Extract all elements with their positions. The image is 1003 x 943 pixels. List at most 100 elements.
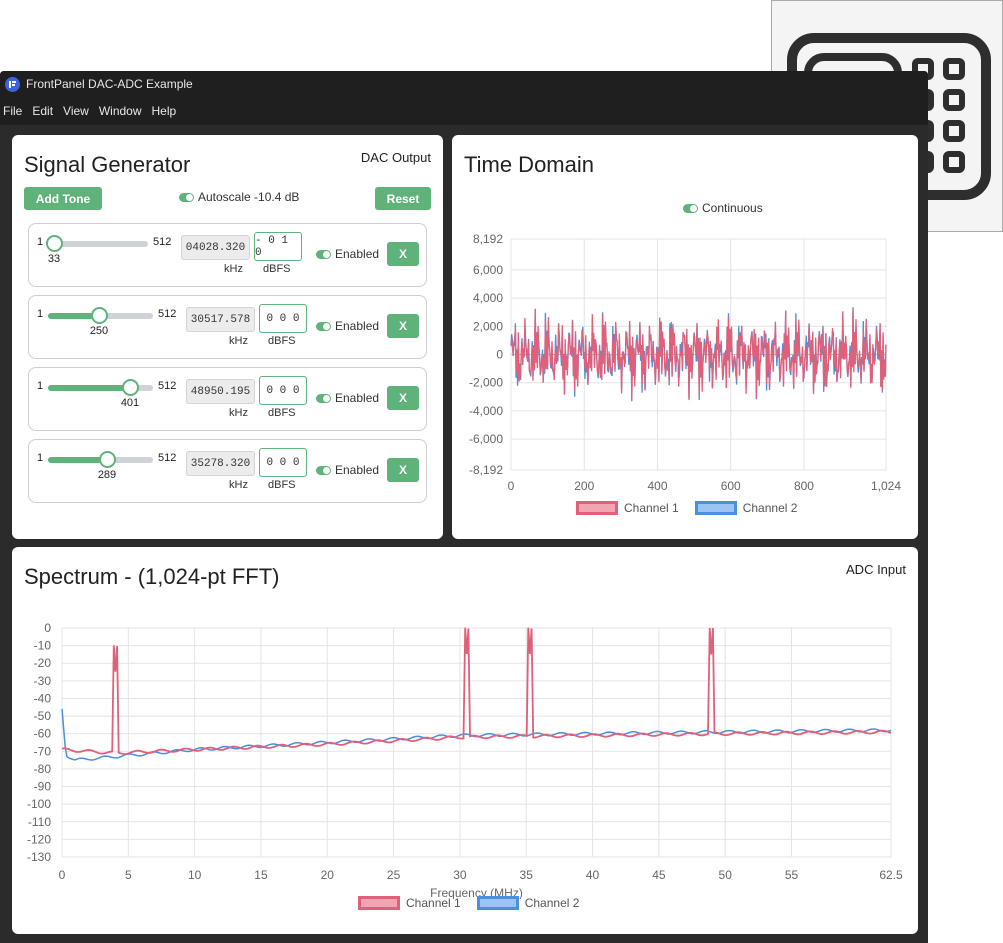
tone-slider-max: 512 <box>158 380 177 392</box>
y-tick-label: -30 <box>34 674 52 688</box>
y-tick-label: 8,192 <box>473 232 503 246</box>
legend-label-channel-2: Channel 2 <box>742 501 798 515</box>
tone-frequency-field[interactable]: 35278.320 <box>186 451 255 476</box>
legend-swatch-channel-1 <box>576 501 618 515</box>
tone-slider-thumb[interactable] <box>99 451 116 468</box>
y-tick-label: -100 <box>27 797 51 811</box>
y-tick-label: 2,000 <box>473 319 503 333</box>
y-tick-label: -70 <box>34 744 52 758</box>
tone-amplitude-input[interactable]: 0 0 0 <box>259 448 307 477</box>
tone-bin-value: 250 <box>89 325 109 337</box>
tone-enabled-toggle-group: Enabled <box>316 463 379 477</box>
tone-amplitude-unit: dBFS <box>268 479 296 491</box>
tone-bin-value: 289 <box>97 469 117 481</box>
menu-view[interactable]: View <box>63 104 89 118</box>
tone-remove-button[interactable]: X <box>387 242 419 266</box>
x-tick-label: 62.5 <box>879 868 903 882</box>
tone-bin-value: 33 <box>47 253 61 265</box>
time-domain-panel: Time Domain Continuous 8,192 6,000 4,000 2,… <box>452 135 918 539</box>
tone-enabled-toggle[interactable] <box>316 249 331 259</box>
menu-help[interactable]: Help <box>151 104 177 118</box>
tone-enabled-toggle-group: Enabled <box>316 247 379 261</box>
tone-enabled-toggle-group: Enabled <box>316 319 379 333</box>
tone-frequency-unit: kHz <box>229 407 248 419</box>
tone-row: 1 512 401 48950.195 kHz 0 0 0 dBFS Enabled X <box>28 367 427 431</box>
tone-row: 1 512 33 04028.320 kHz - 0 1 0 dBFS Enabled X <box>28 223 427 287</box>
x-tick-label: 10 <box>188 868 202 882</box>
x-tick-label: 25 <box>387 868 401 882</box>
tone-slider-thumb[interactable] <box>46 235 63 252</box>
y-tick-label: -60 <box>34 727 52 741</box>
menu-file[interactable]: File <box>3 104 23 118</box>
tone-bin-slider[interactable] <box>48 307 153 324</box>
tone-row: 1 512 289 35278.320 kHz 0 0 0 dBFS Enabled X <box>28 439 427 503</box>
y-tick-label: -90 <box>34 780 52 794</box>
y-tick-label: -4,000 <box>469 404 503 418</box>
y-tick-label: -40 <box>34 691 52 705</box>
spectrum-legend: Channel 1 Channel 2 <box>358 896 579 910</box>
x-tick-label: 20 <box>321 868 335 882</box>
menu-window[interactable]: Window <box>98 104 142 118</box>
adc-input-label: ADC Input <box>846 562 906 577</box>
autoscale-label: Autoscale -10.4 dB <box>198 190 300 204</box>
y-tick-label: 6,000 <box>473 263 503 277</box>
tone-slider-max: 512 <box>158 452 177 464</box>
title-bar: FrontPanel DAC-ADC Example <box>0 71 928 97</box>
series-line-channel-1 <box>510 308 887 401</box>
x-tick-label: 0 <box>59 868 66 882</box>
x-tick-label: 400 <box>647 479 667 493</box>
x-tick-label: 45 <box>652 868 666 882</box>
spectrum-panel: Spectrum - (1,024-pt FFT) ADC Input 0 -10… <box>12 547 918 934</box>
tone-amplitude-input[interactable]: 0 0 0 <box>259 376 307 405</box>
tone-enabled-label: Enabled <box>335 391 380 405</box>
tone-slider-fill <box>48 385 130 391</box>
x-tick-label: 800 <box>794 479 814 493</box>
tone-slider-thumb[interactable] <box>91 307 108 324</box>
tone-remove-button[interactable]: X <box>387 386 419 410</box>
tone-slider-thumb[interactable] <box>122 379 139 396</box>
tone-bin-slider[interactable] <box>48 451 153 468</box>
window-title: FrontPanel DAC-ADC Example <box>26 77 193 91</box>
tone-amplitude-input[interactable]: - 0 1 0 <box>254 232 302 261</box>
tone-enabled-toggle[interactable] <box>316 393 331 403</box>
x-tick-label: 40 <box>586 868 600 882</box>
reset-button[interactable]: Reset <box>375 187 431 210</box>
tone-slider-max: 512 <box>153 236 172 248</box>
add-tone-button[interactable]: Add Tone <box>24 187 102 210</box>
y-tick-label: -110 <box>28 815 51 829</box>
y-tick-label: -20 <box>34 656 52 670</box>
tone-bin-value: 401 <box>120 397 140 409</box>
autoscale-toggle[interactable] <box>179 192 194 202</box>
tone-bin-slider[interactable] <box>48 379 153 396</box>
spectrum-title: Spectrum - (1,024-pt FFT) <box>24 564 280 589</box>
legend-label-channel-1: Channel 1 <box>624 501 679 515</box>
menu-edit[interactable]: Edit <box>32 104 54 118</box>
x-axis-label: Frequency (MHz) <box>430 886 523 899</box>
x-tick-label: 5 <box>125 868 132 882</box>
tone-slider-min: 1 <box>37 236 44 248</box>
tone-amplitude-input[interactable]: 0 0 0 <box>259 304 307 333</box>
tone-frequency-field[interactable]: 04028.320 <box>181 235 250 260</box>
tone-amplitude-unit: dBFS <box>268 407 296 419</box>
tone-remove-button[interactable]: X <box>387 314 419 338</box>
time-domain-chart: 8,192 6,000 4,000 2,000 0 -2,000 -4,000 -6,000 -… <box>469 232 901 493</box>
signal-generator-title: Signal Generator <box>24 152 191 177</box>
tone-enabled-toggle[interactable] <box>316 465 331 475</box>
dac-output-label: DAC Output <box>360 150 431 165</box>
tone-enabled-label: Enabled <box>335 463 380 477</box>
app-window: FrontPanel DAC-ADC Example File Edit Vie… <box>0 71 928 943</box>
tone-frequency-field[interactable]: 30517.578 <box>186 307 255 332</box>
tone-slider-fill <box>48 457 107 463</box>
tone-enabled-label: Enabled <box>335 319 380 333</box>
x-tick-label: 15 <box>254 868 268 882</box>
tone-enabled-toggle[interactable] <box>316 321 331 331</box>
tone-frequency-field[interactable]: 48950.195 <box>186 379 255 404</box>
y-tick-label: -2,000 <box>469 376 503 390</box>
continuous-toggle[interactable] <box>683 203 698 213</box>
tone-remove-button[interactable]: X <box>387 458 419 482</box>
continuous-toggle-group: Continuous <box>683 201 763 215</box>
y-tick-label: 0 <box>44 621 51 635</box>
x-tick-label: 35 <box>520 868 534 882</box>
tone-bin-slider[interactable] <box>46 235 148 252</box>
x-tick-label: 1,024 <box>871 479 901 493</box>
